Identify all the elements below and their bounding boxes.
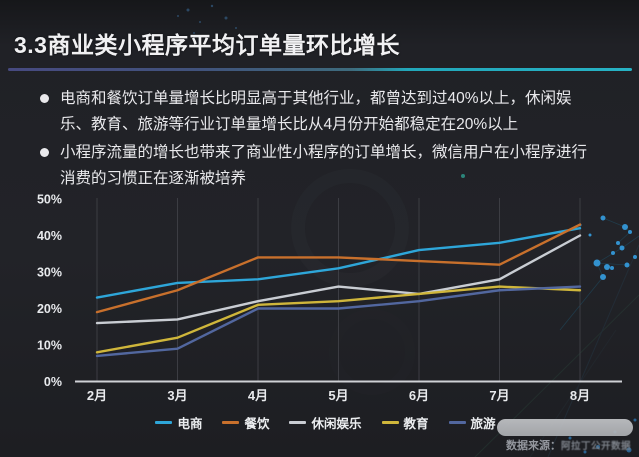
x-tick-label: 7月 [489,388,509,403]
chart-legend: 电商 餐饮 休闲娱乐 教育 旅游 [0,413,639,432]
data-source: 数据来源：阿拉丁公开数据 [506,437,631,453]
x-tick-label: 6月 [409,388,429,403]
bullet-list: 电商和餐饮订单量增长比明显高于其他行业，都曾达到过40%以上，休闲娱乐、教育、旅… [38,86,594,194]
particle-dots [151,4,637,454]
title-underline [8,68,632,71]
x-tick-label: 5月 [328,388,348,403]
legend-swatch [155,421,173,424]
legend-label: 休闲娱乐 [311,417,362,431]
data-source-label: 数据来源： [505,440,561,452]
legend-item-catering: 餐饮 [222,413,269,432]
y-tick-label: 50% [37,193,62,207]
series-line-旅游 [95,285,582,358]
legend-swatch [289,421,307,424]
watermark-circle-icon [291,169,415,395]
bullet-text: 小程序流量的增长也带来了商业性小程序的订单增长，微信用户在小程序进行消费的习惯正… [60,144,588,187]
bullet-icon [40,148,49,157]
legend-item-ecommerce: 电商 [155,413,202,432]
page-title: 3.3商业类小程序平均订单量环比增长 [14,32,400,58]
data-source-value: 阿拉丁公开数据 [560,441,631,452]
y-tick-label: 20% [37,302,62,316]
legend-item-education: 教育 [381,413,429,432]
redaction-bar [497,419,633,436]
x-tick-label: 8月 [570,388,590,403]
y-tick-label: 0% [44,375,62,389]
y-tick-label: 10% [37,339,62,353]
y-tick-label: 40% [37,229,62,243]
bullet-text: 电商和餐饮订单量增长比明显高于其他行业，都曾达到过40%以上，休闲娱乐、教育、旅… [60,90,572,133]
x-tick-label: 2月 [87,388,107,403]
legend-swatch [222,421,240,424]
bullet-item: 电商和餐饮订单量增长比明显高于其他行业，都曾达到过40%以上，休闲娱乐、教育、旅… [38,86,594,138]
bullet-icon [40,94,49,103]
series-line-教育 [95,285,582,354]
legend-label: 餐饮 [244,417,270,431]
legend-label: 教育 [403,417,429,431]
legend-item-travel: 旅游 [448,413,496,432]
legend-swatch [381,421,399,424]
legend-label: 旅游 [470,417,496,431]
legend-label: 电商 [177,417,203,431]
legend-swatch [448,421,466,424]
series-line-电商 [95,226,582,299]
bullet-item: 小程序流量的增长也带来了商业性小程序的订单增长，微信用户在小程序进行消费的习惯正… [38,140,594,192]
x-tick-label: 4月 [248,388,268,403]
legend-item-leisure: 休闲娱乐 [289,413,362,432]
y-tick-label: 30% [37,266,62,280]
series-line-休闲娱乐 [95,234,582,325]
series-line-餐饮 [95,223,582,314]
x-tick-label: 3月 [167,388,187,403]
